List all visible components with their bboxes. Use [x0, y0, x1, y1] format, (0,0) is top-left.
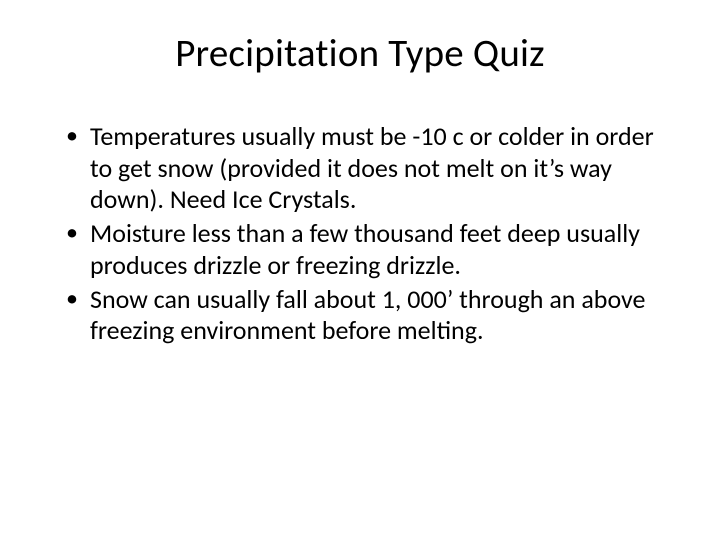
list-item: Temperatures usually must be -10 c or co… — [66, 121, 672, 216]
slide-title: Precipitation Type Quiz — [48, 30, 672, 77]
list-item: Snow can usually fall about 1, 000’ thro… — [66, 284, 672, 347]
list-item: Moisture less than a few thousand feet d… — [66, 218, 672, 281]
bullet-list: Temperatures usually must be -10 c or co… — [48, 121, 672, 347]
slide: Precipitation Type Quiz Temperatures usu… — [0, 0, 720, 540]
